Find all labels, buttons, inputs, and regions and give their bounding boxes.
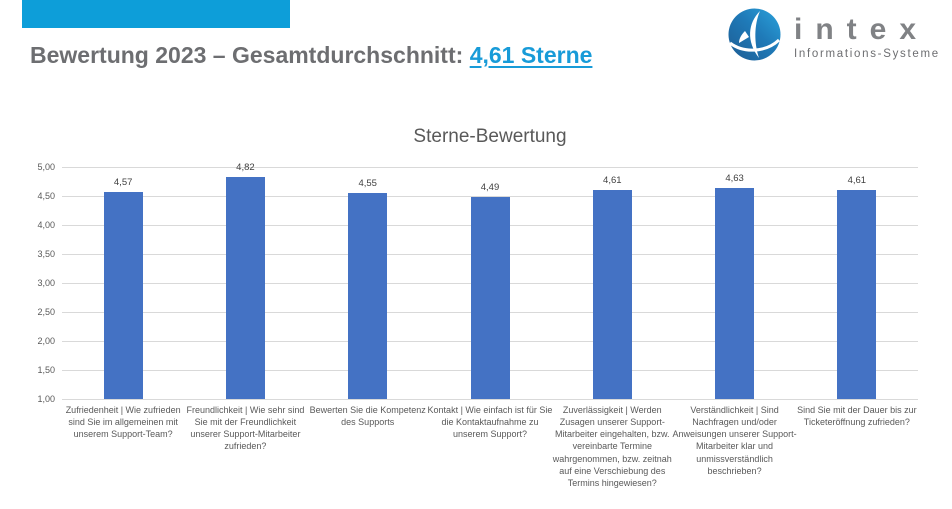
y-axis-tick-label: 2,00	[37, 336, 55, 346]
category-label: Verständlichkeit | Sind Nachfragen und/o…	[672, 405, 797, 476]
bar	[837, 189, 877, 399]
gridline	[62, 399, 918, 400]
bar-value-label: 4,82	[236, 162, 255, 174]
logo-wordmark: intex	[794, 12, 930, 46]
bar	[470, 196, 510, 399]
logo-subtitle: Informations-Systeme	[794, 47, 940, 60]
bar	[225, 177, 265, 399]
intex-logo: intex Informations-Systeme	[727, 7, 940, 67]
category-label: Kontakt | Wie einfach ist für Sie die Ko…	[427, 405, 553, 440]
bar-value-label: 4,49	[480, 181, 500, 193]
page-title-highlight[interactable]: 4,61 Sterne	[469, 42, 593, 68]
gridline	[62, 167, 918, 168]
bar	[348, 193, 388, 399]
y-axis-tick-label: 1,00	[37, 394, 55, 404]
bar-value-label: 4,61	[847, 174, 867, 186]
category-label: Sind Sie mit der Dauer bis zur Ticketerö…	[797, 405, 917, 428]
y-axis-tick-label: 4,50	[37, 191, 55, 201]
globe-sail-icon	[727, 7, 782, 67]
bar-value-label: 4,55	[358, 178, 377, 190]
y-axis-tick-label: 5,00	[37, 162, 55, 172]
category-label: Zufriedenheit | Wie zufrieden sind Sie i…	[65, 405, 181, 440]
y-axis-tick-label: 2,50	[37, 307, 55, 317]
y-axis-tick-label: 3,50	[37, 249, 55, 259]
category-label: Freundlichkeit | Wie sehr sind Sie mit d…	[186, 405, 305, 452]
y-axis-tick-label: 1,50	[37, 365, 55, 375]
bar	[592, 189, 632, 399]
page-title: Bewertung 2023 – Gesamtdurchschnitt: 4,6…	[30, 42, 592, 69]
bar-value-label: 4,63	[725, 173, 744, 185]
page-title-prefix: Bewertung 2023 – Gesamtdurchschnitt:	[30, 42, 470, 68]
bar	[715, 188, 755, 399]
gridline	[62, 196, 918, 197]
bar-value-label: 4,57	[113, 176, 133, 188]
bar	[103, 191, 143, 399]
category-label: Bewerten Sie die Kompetenz des Supports	[309, 405, 426, 428]
y-axis-tick-label: 3,00	[37, 278, 55, 288]
logo-text: intex Informations-Systeme	[794, 12, 940, 60]
chart-title: Sterne-Bewertung	[413, 126, 567, 147]
category-label: Zuverlässigkeit | Werden Zusagen unserer…	[552, 405, 672, 488]
accent-bar	[22, 0, 290, 28]
y-axis-tick-label: 4,00	[37, 220, 55, 230]
bar-value-label: 4,61	[603, 174, 622, 186]
